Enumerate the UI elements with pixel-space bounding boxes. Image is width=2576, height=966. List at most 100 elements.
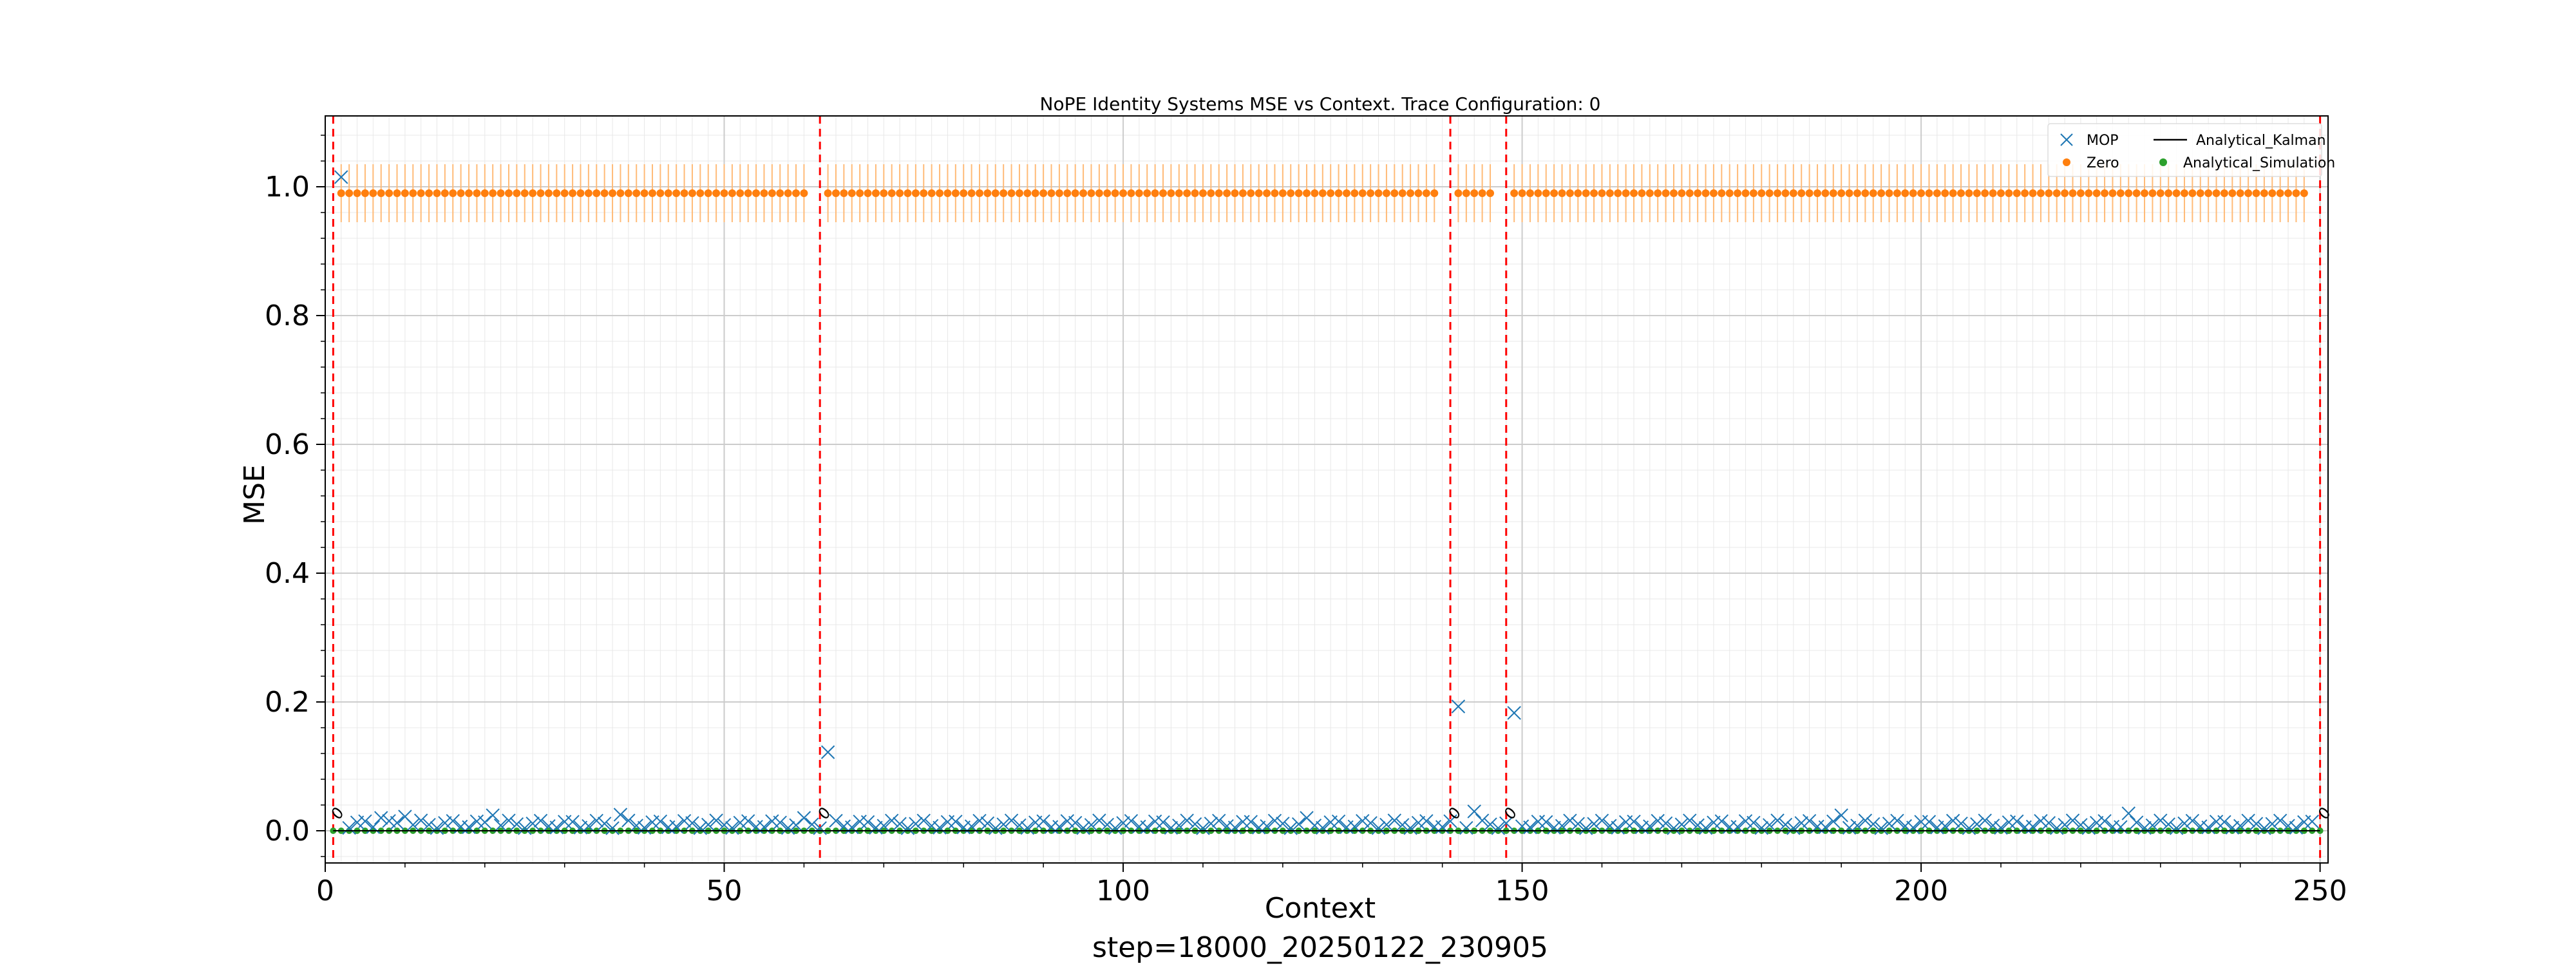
mop-point bbox=[1244, 815, 1258, 829]
mop-mark-stroke bbox=[677, 813, 692, 828]
legend-label: Analytical_Simulation bbox=[2183, 155, 2335, 171]
mop-point bbox=[589, 813, 603, 828]
mop-point bbox=[1283, 821, 1298, 835]
mop-mark-stroke bbox=[701, 817, 715, 832]
zero-point bbox=[896, 189, 904, 197]
zero-point bbox=[2021, 189, 2029, 197]
zero-point bbox=[2116, 189, 2125, 197]
mop-point bbox=[1690, 818, 1705, 833]
zero-point bbox=[712, 189, 721, 197]
mop-mark-stroke bbox=[717, 818, 732, 832]
zero-point bbox=[1175, 189, 1183, 197]
mop-point bbox=[677, 813, 692, 828]
x-tick-label: 100 bbox=[1096, 875, 1150, 907]
zero-point bbox=[584, 189, 592, 197]
mop-mark-stroke bbox=[885, 813, 899, 828]
mop-point bbox=[2185, 813, 2200, 828]
zero-point bbox=[1087, 189, 1095, 197]
mop-mark-stroke bbox=[1196, 821, 1210, 835]
zero-point bbox=[425, 189, 433, 197]
mop-point bbox=[2201, 820, 2215, 835]
y-tick-label: 0.4 bbox=[265, 557, 310, 590]
mop-point bbox=[685, 816, 699, 830]
mop-mark-stroke bbox=[1227, 820, 1242, 835]
mop-mark-stroke bbox=[900, 821, 915, 835]
mop-mark-stroke bbox=[1300, 811, 1314, 825]
mop-point bbox=[358, 814, 372, 828]
zero-point bbox=[848, 189, 856, 197]
zero-point bbox=[864, 189, 872, 197]
mop-point bbox=[1387, 813, 1402, 828]
mop-point bbox=[797, 811, 811, 825]
zero-point bbox=[1247, 189, 1255, 197]
zero-point bbox=[2156, 189, 2164, 197]
zero-point bbox=[991, 189, 999, 197]
mop-point bbox=[382, 814, 396, 828]
mop-mark-stroke bbox=[1156, 815, 1170, 829]
mop-mark-stroke bbox=[462, 820, 476, 835]
zero-point bbox=[2132, 189, 2141, 197]
zero-point bbox=[1079, 189, 1088, 197]
zero-point bbox=[2061, 189, 2069, 197]
zero-point bbox=[1063, 189, 1072, 197]
mop-point bbox=[1922, 815, 1937, 829]
mop-point bbox=[1770, 813, 1785, 828]
mop-mark-stroke bbox=[1491, 821, 1506, 835]
mop-mark-stroke bbox=[2281, 819, 2295, 833]
mop-point bbox=[1962, 821, 1976, 835]
mop-mark-stroke bbox=[1124, 813, 1139, 828]
mop-point bbox=[2010, 814, 2024, 829]
mop-mark-stroke bbox=[1667, 821, 1681, 835]
zero-point bbox=[824, 189, 832, 197]
mop-mark-stroke bbox=[2273, 813, 2287, 828]
mop-point bbox=[573, 820, 588, 835]
mop-mark-stroke bbox=[1316, 820, 1330, 835]
zero-point bbox=[1590, 189, 1598, 197]
zero-point bbox=[2180, 189, 2188, 197]
zero-point bbox=[1598, 189, 1606, 197]
zero-point bbox=[353, 189, 361, 197]
footer-step-label: step=18000_20250122_230905 bbox=[1092, 931, 1548, 964]
mop-point bbox=[1834, 808, 1848, 822]
zero-point bbox=[2188, 189, 2197, 197]
zero-point bbox=[1478, 189, 1486, 197]
mop-point bbox=[2257, 821, 2271, 835]
zero-point bbox=[1901, 189, 1909, 197]
zero-point bbox=[2101, 189, 2109, 197]
mop-mark-stroke bbox=[909, 817, 923, 831]
mop-mark-stroke bbox=[1786, 821, 1801, 835]
zero-point bbox=[2005, 189, 2013, 197]
x-axis-ticks: 0 50 100 150 200 250 bbox=[316, 863, 2347, 907]
mop-mark-stroke bbox=[430, 821, 444, 835]
mop-mark-stroke bbox=[1555, 819, 1569, 833]
y-axis-label: MSE bbox=[238, 464, 271, 525]
mop-point bbox=[1196, 821, 1210, 835]
mop-point bbox=[2305, 814, 2319, 829]
zero-point bbox=[393, 189, 401, 197]
mop-point bbox=[1396, 818, 1410, 832]
zero-point bbox=[337, 189, 345, 197]
mop-point bbox=[390, 815, 404, 830]
x-tick-label: 250 bbox=[2293, 875, 2347, 907]
mop-mark-stroke bbox=[1523, 820, 1537, 835]
mop-mark-stroke bbox=[1020, 820, 1035, 835]
mop-mark-stroke bbox=[533, 813, 548, 828]
mop-point bbox=[1036, 814, 1050, 828]
mop-mark-stroke bbox=[629, 819, 643, 833]
mop-point bbox=[1227, 820, 1242, 835]
mop-mark-stroke bbox=[565, 815, 580, 829]
mop-mark-stroke bbox=[845, 820, 859, 835]
legend-box bbox=[2047, 123, 2322, 177]
mop-point bbox=[845, 820, 859, 835]
mop-point bbox=[2129, 815, 2144, 829]
zero-point bbox=[1278, 189, 1287, 197]
zero-point bbox=[1981, 189, 1989, 197]
mop-point bbox=[805, 817, 819, 831]
mop-mark-stroke bbox=[1578, 821, 1593, 835]
zero-point bbox=[1255, 189, 1263, 197]
boundary-label: 0 bbox=[327, 804, 348, 822]
zero-point bbox=[529, 189, 537, 197]
legend-marker-dot bbox=[2159, 158, 2167, 166]
mop-mark-stroke bbox=[1379, 817, 1394, 832]
mop-mark-stroke bbox=[2010, 814, 2024, 829]
